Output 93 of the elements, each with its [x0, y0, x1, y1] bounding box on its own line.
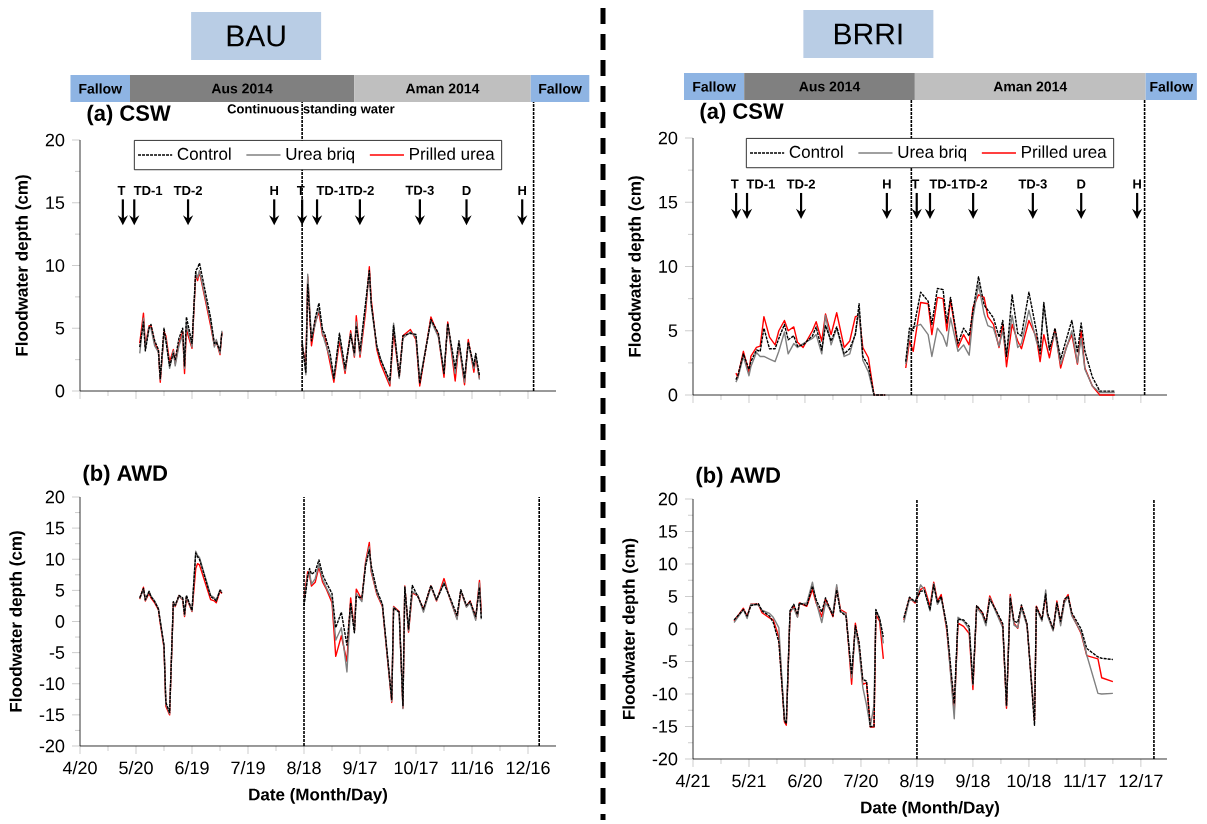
- legend-label: Control: [789, 145, 843, 159]
- y-tick-label: 10: [659, 260, 678, 274]
- annotation: TD-3: [405, 185, 434, 196]
- y-tick-label: -5: [49, 646, 65, 660]
- y-tick-label: -15: [39, 708, 65, 722]
- x-tick-label: 11/17: [1064, 774, 1106, 788]
- annotation: T: [117, 186, 126, 196]
- y-tick-label: 0: [55, 615, 65, 629]
- legend-label: Prilled urea: [410, 147, 495, 161]
- x-tick-label: 10/17: [394, 761, 438, 775]
- y-tick-label: -5: [662, 655, 678, 669]
- chart-subtitle: (a) CSW: [700, 103, 784, 124]
- y-tick-label: -10: [39, 677, 65, 691]
- annotation: D: [462, 186, 471, 196]
- x-axis-title: Date (Month/Day): [249, 788, 388, 805]
- text: Aus 2014: [799, 81, 861, 92]
- text: Aman 2014: [993, 81, 1068, 92]
- x-tick-label: 5/20: [119, 761, 153, 775]
- y-tick-label: 20: [45, 490, 65, 504]
- y-tick-label: 0: [668, 622, 678, 636]
- x-axis-title: Date (Month/Day): [861, 801, 999, 818]
- y-tick-label: 5: [668, 590, 678, 604]
- text: Aus 2014: [211, 83, 273, 94]
- y-tick-label: 15: [659, 196, 678, 209]
- y-tick-label: 15: [46, 196, 65, 210]
- y-tick-label: -20: [39, 739, 65, 753]
- x-tick-label: 12/17: [1119, 774, 1163, 788]
- x-tick-label: 12/16: [506, 761, 550, 775]
- y-tick-label: 0: [668, 388, 678, 402]
- annotation: T: [911, 179, 920, 189]
- annotation: TD-2: [958, 179, 988, 189]
- x-tick-label: 8/19: [900, 774, 934, 788]
- y-tick-label: 0: [55, 384, 65, 398]
- annotation: TD-1: [929, 179, 958, 189]
- x-tick-label: 8/18: [287, 761, 321, 775]
- annotation: T: [730, 179, 739, 189]
- x-tick-label: 4/21: [675, 774, 710, 788]
- x-tick-label: 7/19: [231, 761, 265, 775]
- annotation: H: [518, 186, 527, 196]
- annotation: H: [883, 179, 891, 189]
- y-tick-label: 15: [46, 522, 65, 535]
- x-tick-label: 7/20: [844, 774, 878, 788]
- annotation: TD-3: [1018, 179, 1047, 189]
- chart-subtitle: (a) CSW: [87, 105, 171, 126]
- y-tick-label: 10: [659, 557, 678, 571]
- chart-title: (b) AWD: [696, 466, 781, 488]
- annotation: TD-2: [345, 186, 374, 196]
- annotation: TD-1: [133, 186, 163, 196]
- chart-title: BAU: [227, 25, 285, 47]
- legend-label: Prilled urea: [1022, 145, 1107, 159]
- x-tick-label: 6/20: [788, 774, 822, 788]
- annotation: H: [270, 186, 279, 196]
- text: Fallow: [693, 81, 736, 92]
- text: Fallow: [79, 83, 123, 94]
- x-tick-label: 4/20: [62, 761, 97, 775]
- y-tick-label: 20: [658, 131, 678, 145]
- y-tick-label: -20: [652, 752, 678, 766]
- x-tick-label: 11/16: [451, 761, 494, 775]
- annotation: D: [1077, 179, 1086, 189]
- annotation: TD-1: [746, 179, 775, 189]
- x-tick-label: 10/18: [1007, 774, 1051, 788]
- annotation: TD-1: [316, 186, 345, 196]
- y-tick-label: 5: [55, 322, 65, 335]
- y-tick-label: -10: [652, 687, 678, 701]
- legend-label: Control: [177, 147, 231, 161]
- x-tick-label: 9/18: [956, 774, 990, 788]
- y-tick-label: 20: [658, 492, 678, 506]
- annotation: TD-2: [786, 179, 815, 189]
- y-axis-title: Floodwater depth (cm): [628, 176, 645, 357]
- y-tick-label: 10: [46, 553, 65, 566]
- y-tick-label: 20: [45, 133, 65, 147]
- y-axis-title: Floodwater depth (cm): [622, 538, 639, 720]
- annotation: TD-2: [173, 186, 202, 196]
- chart-title: BRRI: [834, 23, 902, 45]
- text: Fallow: [539, 83, 582, 94]
- x-tick-label: 9/17: [343, 761, 377, 775]
- y-tick-label: 10: [46, 259, 65, 273]
- text: Aman 2014: [405, 83, 480, 94]
- chart-title: (b) AWD: [83, 464, 168, 486]
- annotation: H: [1133, 179, 1141, 189]
- y-tick-label: -15: [652, 720, 678, 734]
- x-tick-label: 6/19: [175, 761, 209, 775]
- x-tick-label: 5/21: [732, 774, 766, 788]
- y-tick-label: 5: [55, 584, 65, 597]
- legend-label: Urea briq: [286, 147, 355, 164]
- text: Continuous standing water: [227, 104, 395, 117]
- text: Fallow: [1150, 81, 1194, 92]
- annotation: T: [296, 186, 305, 196]
- y-tick-label: 15: [659, 525, 678, 539]
- legend-label: Urea briq: [898, 145, 967, 162]
- y-tick-label: 5: [668, 324, 678, 338]
- y-axis-title: Floodwater depth (cm): [9, 531, 26, 712]
- y-axis-title: Floodwater depth (cm): [15, 175, 32, 356]
